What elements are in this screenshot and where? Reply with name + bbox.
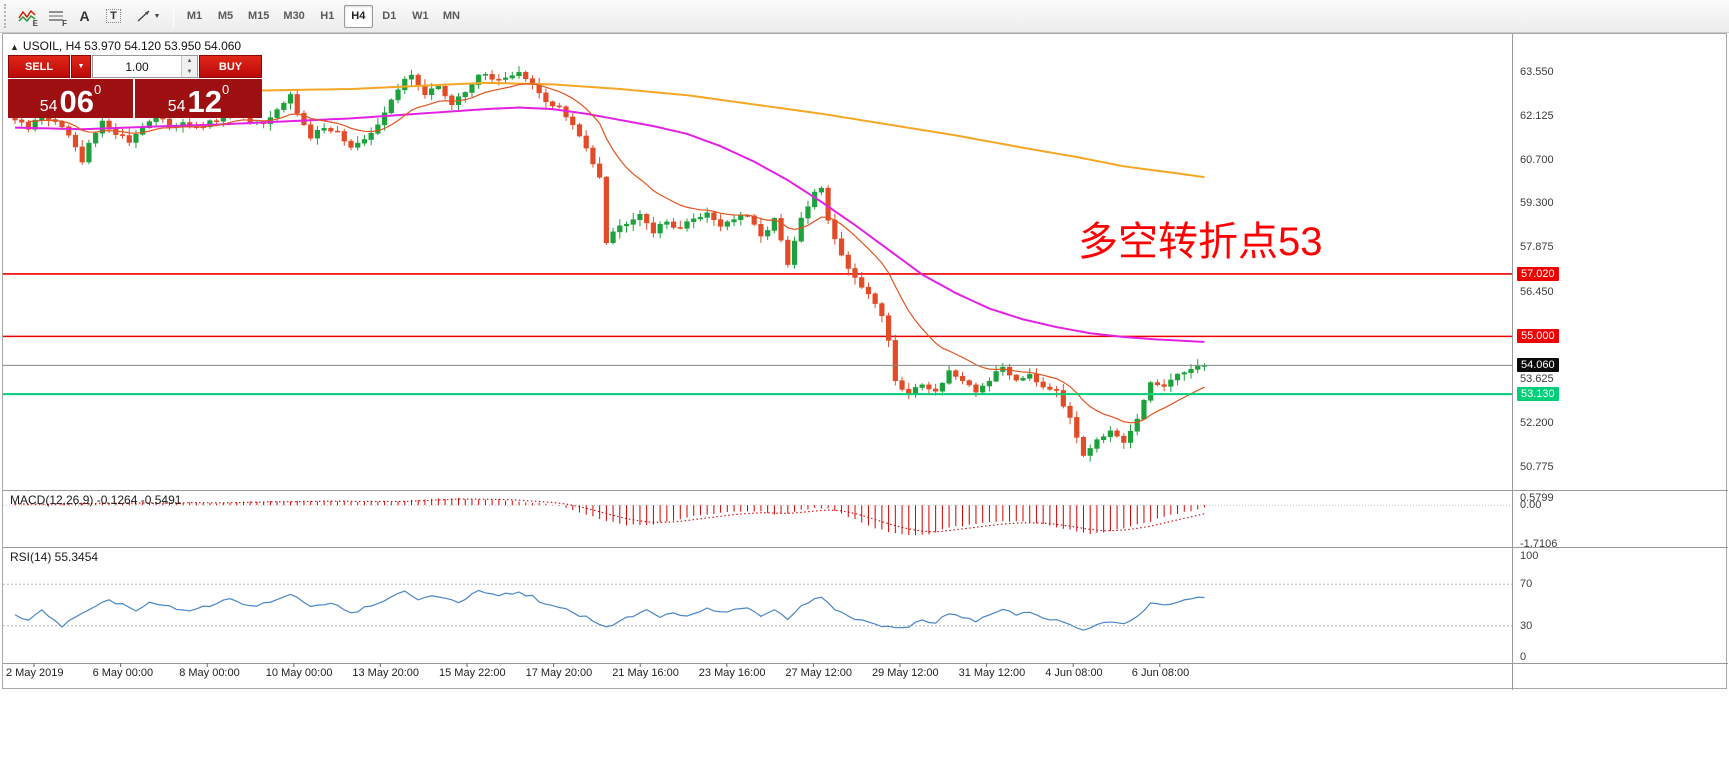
tool-letter-f: F <box>62 18 67 28</box>
buy-price-sup: 0 <box>222 82 230 97</box>
symbol-info-line: ▲ USOIL, H4 53.970 54.120 53.950 54.060 <box>10 39 241 53</box>
hline-price-label: 53.130 <box>1517 387 1559 402</box>
chart-window: ▲ USOIL, H4 53.970 54.120 53.950 54.060 S… <box>2 33 1728 690</box>
volume-input[interactable] <box>93 56 181 77</box>
price-tick: 56.450 <box>1520 285 1554 298</box>
rsi-scale-tick: 100 <box>1520 550 1539 562</box>
drawing-tools-dropdown[interactable]: ▼ <box>129 4 167 29</box>
time-axis-label: 2 May 2019 <box>6 667 64 679</box>
sell-price-tile[interactable]: 54 06 0 <box>8 79 133 118</box>
price-tick: 53.625 <box>1520 372 1554 385</box>
time-axis-label: 13 May 20:00 <box>352 667 420 679</box>
rsi-indicator-header: RSI(14) 55.3454 <box>10 550 99 564</box>
letter-a-icon: A <box>79 8 90 24</box>
zigzag-icon <box>17 9 36 23</box>
price-tick: 52.200 <box>1520 416 1554 429</box>
volume-field: ▲ ▼ <box>92 55 198 78</box>
chart-canvas[interactable] <box>3 34 1728 690</box>
tool-letter-e: E <box>32 18 38 28</box>
rsi-scale-tick: 30 <box>1520 619 1533 632</box>
time-axis-label: 23 May 16:00 <box>698 667 766 679</box>
buy-button[interactable]: BUY <box>199 55 262 78</box>
chart-annotation-text: 多空转折点53 <box>1078 220 1323 264</box>
price-tick: 62.125 <box>1520 110 1554 123</box>
hline-price-label: 57.020 <box>1517 266 1559 281</box>
time-axis-label: 31 May 12:00 <box>958 667 1026 679</box>
symbol-ohlc-text: USOIL, H4 53.970 54.120 53.950 54.060 <box>22 39 242 53</box>
trade-controls-row: SELL ▼ ▲ ▼ BUY <box>8 55 262 78</box>
time-axis-label: 27 May 12:00 <box>785 667 853 679</box>
indicator-zigzag-icon[interactable]: E <box>13 4 40 29</box>
timeframe-toolbar: M1 M5 M15 M30 H1 H4 D1 W1 MN <box>179 4 467 28</box>
timeframe-button-d1[interactable]: D1 <box>382 10 397 22</box>
text-box-tool[interactable]: T <box>100 4 127 29</box>
price-tick: 59.300 <box>1520 197 1554 210</box>
volume-down-icon[interactable]: ▼ <box>182 66 197 77</box>
trendline-icon <box>137 10 150 22</box>
trade-prices-row: 54 06 0 54 12 0 <box>8 79 262 118</box>
one-click-trading-panel: SELL ▼ ▲ ▼ BUY 54 06 0 54 12 0 <box>8 55 262 118</box>
rsi-scale-tick: 70 <box>1520 578 1533 591</box>
rsi-scale-tick: 0 <box>1520 651 1527 663</box>
time-axis-label: 10 May 00:00 <box>265 667 333 679</box>
toolbar-separator <box>173 4 174 28</box>
price-scale[interactable]: 63.550 62.125 60.700 59.300 57.875 56.450 53.6… <box>1513 34 1727 690</box>
price-tick: 63.550 <box>1520 66 1554 78</box>
sell-price-base: 54 <box>39 97 58 115</box>
timeframe-button-mn[interactable]: MN <box>442 10 460 22</box>
volume-spinner: ▲ ▼ <box>181 56 197 77</box>
current-price-label: 54.060 <box>1517 358 1559 373</box>
buy-price-base: 54 <box>167 97 186 115</box>
top-toolbar: E F A T ▼ M1 M5 M15 M30 H1 H4 D1 W1 MN <box>0 0 1729 33</box>
levels-icon <box>48 10 63 21</box>
macd-scale-tick: -1.7106 <box>1520 538 1558 551</box>
chevron-down-icon: ▼ <box>153 12 161 20</box>
text-label-tool[interactable]: A <box>71 4 98 29</box>
time-axis-label: 29 May 12:00 <box>872 667 939 679</box>
timeframe-button-h4[interactable]: H4 <box>343 4 373 28</box>
time-axis-label: 15 May 22:00 <box>439 667 506 679</box>
price-tick: 57.875 <box>1520 241 1554 254</box>
toolbar-grip[interactable] <box>4 4 9 28</box>
timeframe-button-m15[interactable]: M15 <box>248 10 270 22</box>
time-axis-label: 17 May 20:00 <box>525 667 593 679</box>
buy-price-pips: 12 <box>187 83 223 119</box>
timeframe-button-h1[interactable]: H1 <box>320 10 335 22</box>
volume-up-icon[interactable]: ▲ <box>182 56 197 67</box>
macd-scale-tick: 0.00 <box>1520 499 1542 512</box>
price-tick: 50.775 <box>1520 461 1554 473</box>
macd-scale-tick: 0.5799 <box>1520 492 1554 504</box>
sell-button[interactable]: SELL <box>8 55 70 78</box>
macd-indicator-header: MACD(12,26,9) -0.1264 -0.5491 <box>10 493 182 507</box>
hline-price-label: 55.000 <box>1517 329 1559 344</box>
sell-price-pips: 06 <box>59 83 95 119</box>
time-axis-label: 4 Jun 08:00 <box>1045 667 1103 679</box>
time-axis-label: 6 May 00:00 <box>92 667 154 679</box>
timeframe-button-w1[interactable]: W1 <box>412 10 429 22</box>
letter-t-icon: T <box>106 9 121 23</box>
time-axis-label: 6 Jun 08:00 <box>1131 667 1190 679</box>
one-click-toggle-icon[interactable]: ▲ <box>10 42 19 52</box>
levels-tool-icon[interactable]: F <box>42 4 69 29</box>
time-axis[interactable]: 2 May 2019 6 May 00:00 8 May 00:00 10 May 0… <box>3 667 1513 689</box>
price-tick: 60.700 <box>1520 154 1554 167</box>
timeframe-button-m1[interactable]: M1 <box>186 10 203 22</box>
time-axis-label: 8 May 00:00 <box>179 667 240 679</box>
buy-price-tile[interactable]: 54 12 0 <box>135 79 262 118</box>
sell-price-sup: 0 <box>94 82 102 97</box>
timeframe-button-m30[interactable]: M30 <box>283 10 305 22</box>
timeframe-button-m5[interactable]: M5 <box>217 10 234 22</box>
order-type-dropdown[interactable]: ▼ <box>71 55 91 78</box>
time-axis-label: 21 May 16:00 <box>612 667 679 679</box>
